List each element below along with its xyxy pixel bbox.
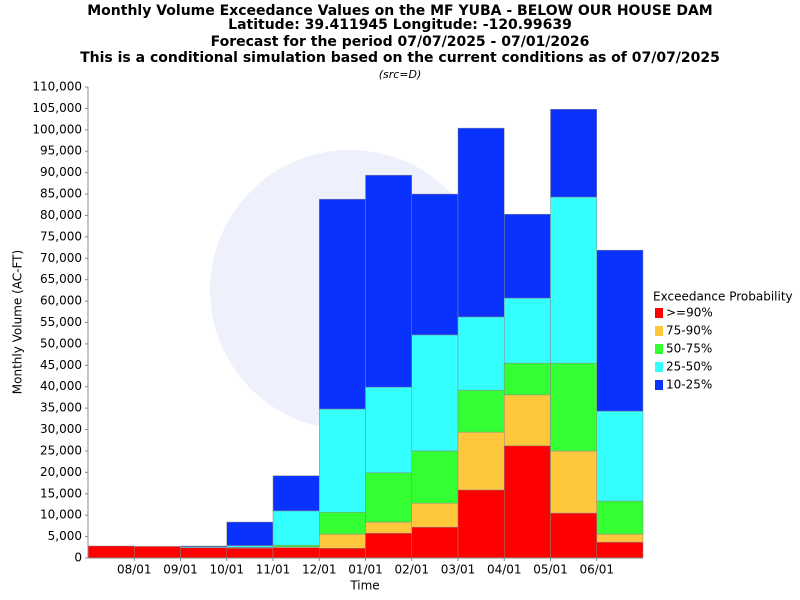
x-tick-label: 02/01 xyxy=(394,563,429,577)
bar-segment xyxy=(180,545,227,548)
legend-title: Exceedance Probability xyxy=(653,290,793,304)
y-tick-label: 95,000 xyxy=(40,144,82,158)
bar-segment xyxy=(550,362,597,452)
bar-segment xyxy=(411,193,459,336)
legend-label: 75-90% xyxy=(666,324,712,338)
y-tick-label: 45,000 xyxy=(40,358,82,372)
x-tick-label: 05/01 xyxy=(533,563,568,577)
bar-segment xyxy=(272,510,320,546)
bar-segment xyxy=(550,512,597,559)
bar-segment xyxy=(504,213,551,299)
bar-segment xyxy=(226,545,274,548)
x-tick-label: 03/01 xyxy=(441,563,476,577)
chart-subtitle: (src=D) xyxy=(379,68,422,81)
x-tick-label: 06/01 xyxy=(579,563,614,577)
bar-segment xyxy=(411,502,459,528)
bar-segment xyxy=(411,450,459,504)
y-tick-label: 15,000 xyxy=(40,486,82,500)
legend-label: 50-75% xyxy=(666,342,712,356)
y-tick-label: 80,000 xyxy=(40,208,82,222)
chart-title: Forecast for the period 07/07/2025 - 07/… xyxy=(211,34,590,50)
bar-segment xyxy=(457,127,505,318)
bar-segment xyxy=(365,472,412,523)
bar-segment xyxy=(319,408,366,513)
x-tick-label: 08/01 xyxy=(117,563,152,577)
legend-swatch xyxy=(655,344,663,354)
legend-swatch xyxy=(655,326,663,336)
y-tick-label: 85,000 xyxy=(40,187,82,201)
bar-segment xyxy=(550,450,597,514)
legend-label: 10-25% xyxy=(666,378,712,392)
x-tick-label: 10/01 xyxy=(209,563,244,577)
bar-segment xyxy=(365,386,412,474)
chart-title: Latitude: 39.411945 Longitude: -120.9963… xyxy=(228,17,572,33)
y-tick-label: 0 xyxy=(74,551,82,565)
bar-segment xyxy=(134,546,181,559)
legend-swatch xyxy=(655,380,663,390)
y-axis-label: Monthly Volume (AC-FT) xyxy=(11,250,25,394)
x-tick-label: 01/01 xyxy=(348,563,383,577)
y-tick-label: 100,000 xyxy=(32,122,82,136)
x-tick-label: 12/01 xyxy=(302,563,337,577)
bar-segment xyxy=(457,431,505,491)
bar-segment xyxy=(596,249,644,412)
bar-segment xyxy=(272,475,320,512)
bar-segment xyxy=(457,489,505,559)
legend-label: 25-50% xyxy=(666,360,712,374)
chart-title: This is a conditional simulation based o… xyxy=(80,50,720,66)
y-tick-label: 75,000 xyxy=(40,229,82,243)
y-tick-label: 110,000 xyxy=(32,80,82,94)
y-tick-label: 105,000 xyxy=(32,101,82,115)
y-tick-label: 55,000 xyxy=(40,315,82,329)
bar-segment xyxy=(504,394,551,447)
y-tick-label: 60,000 xyxy=(40,294,82,308)
bar-segment xyxy=(272,544,320,548)
bar-segment xyxy=(504,445,551,559)
bar-segment xyxy=(319,547,366,559)
y-tick-label: 65,000 xyxy=(40,272,82,286)
bar-segment xyxy=(319,198,366,410)
chart-title: Monthly Volume Exceedance Values on the … xyxy=(87,3,712,19)
bar-segment xyxy=(226,521,274,546)
bar-segment xyxy=(596,533,644,543)
bar-segment xyxy=(504,297,551,364)
bar-segment xyxy=(411,526,459,559)
bar-segment xyxy=(272,547,320,559)
y-tick-label: 90,000 xyxy=(40,165,82,179)
y-tick-label: 30,000 xyxy=(40,422,82,436)
x-tick-label: 11/01 xyxy=(256,563,291,577)
bar-segment xyxy=(550,109,597,198)
x-axis-label: Time xyxy=(349,579,379,593)
bar-segment xyxy=(319,511,366,535)
bar-segment xyxy=(504,362,551,396)
y-tick-label: 35,000 xyxy=(40,401,82,415)
bar-segment xyxy=(226,547,274,559)
bar-segment xyxy=(596,410,644,502)
legend-label: >=90% xyxy=(666,306,713,320)
bar-segment xyxy=(365,532,412,559)
bar-segment xyxy=(87,545,135,559)
x-tick-label: 04/01 xyxy=(487,563,522,577)
y-tick-label: 40,000 xyxy=(40,379,82,393)
bar-segment xyxy=(457,316,505,391)
bar-segment xyxy=(365,521,412,534)
y-tick-label: 50,000 xyxy=(40,336,82,350)
x-tick-label: 09/01 xyxy=(163,563,198,577)
y-tick-label: 10,000 xyxy=(40,508,82,522)
legend-swatch xyxy=(655,362,663,372)
bar-segment xyxy=(319,533,366,549)
bar-segment xyxy=(180,547,227,559)
legend-swatch xyxy=(655,308,663,318)
y-tick-label: 20,000 xyxy=(40,465,82,479)
bar-segment xyxy=(411,334,459,452)
bar-segment xyxy=(596,500,644,535)
bar-segment xyxy=(365,174,412,388)
bar-segment xyxy=(457,389,505,433)
bar-segment xyxy=(596,541,644,559)
bar-segment xyxy=(550,196,597,364)
y-tick-label: 5,000 xyxy=(48,529,82,543)
y-tick-label: 25,000 xyxy=(40,443,82,457)
y-tick-label: 70,000 xyxy=(40,251,82,265)
